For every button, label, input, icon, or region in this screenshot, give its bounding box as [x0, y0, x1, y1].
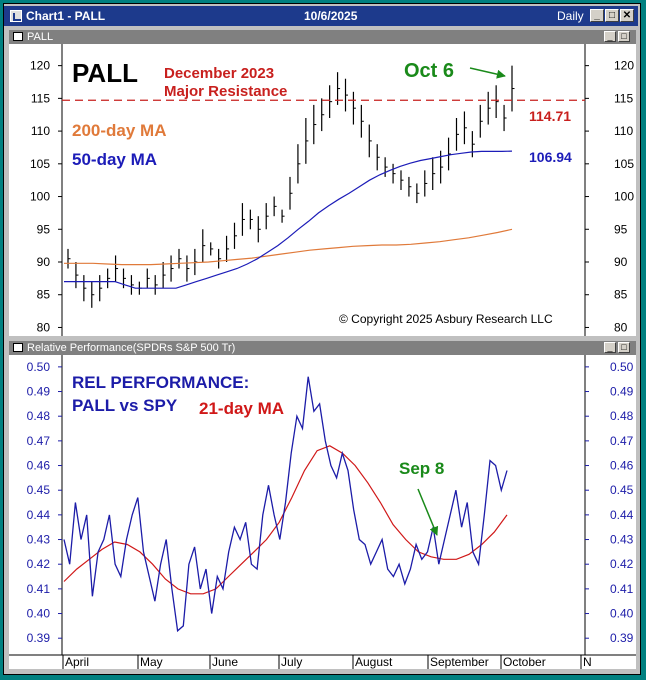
price-pane-minimize-button[interactable]: _: [604, 31, 616, 42]
price-bars: [67, 65, 515, 308]
rel-tick-label-right: 0.44: [610, 508, 634, 522]
rel-tick-label-right: 0.46: [610, 459, 634, 473]
price-pane: [9, 44, 636, 336]
x-axis-label: N: [583, 655, 592, 669]
price-tick-label-left: 100: [30, 190, 50, 204]
relperf-heading-line1: REL PERFORMANCE:: [72, 373, 249, 392]
price-tick-label-left: 115: [31, 91, 50, 105]
x-axis-label: June: [212, 655, 238, 669]
minimize-button[interactable]: _: [590, 9, 604, 22]
price-tick-label-left: 120: [30, 59, 50, 73]
window-titlebar[interactable]: Chart1 - PALL 10/6/2025 Daily _ □ ✕: [4, 6, 638, 26]
price-tick-label-left: 105: [30, 157, 50, 171]
price-tick-label-left: 85: [37, 288, 51, 302]
resistance-value-label: 114.71: [529, 108, 571, 124]
rel-tick-label-left: 0.41: [27, 582, 51, 596]
rel-tick-label-left: 0.39: [27, 631, 51, 645]
period-label: Daily: [557, 9, 584, 23]
price-tick-label-right: 115: [614, 91, 633, 105]
rel-tick-label-left: 0.44: [27, 508, 51, 522]
price-tick-label-right: 110: [614, 124, 633, 138]
price-tick-label-right: 80: [614, 320, 628, 334]
rel-ma21-line: [63, 445, 508, 595]
price-tick-label-left: 90: [37, 255, 51, 269]
x-axis-label: September: [430, 655, 489, 669]
pane-icon: [13, 32, 23, 41]
price-ticker-title: PALL: [72, 58, 138, 88]
window-title: Chart1 - PALL: [26, 9, 106, 23]
relperf-axis-ticks: 0.50 0.50 0.49 0.49 0.48 0.48 0.47 0.47 0.46 0.46…: [27, 360, 634, 645]
x-axis-strip: [9, 655, 636, 669]
ma200-line: [64, 228, 513, 266]
rel-tick-label-left: 0.48: [27, 409, 51, 423]
x-axis-label: April: [65, 655, 89, 669]
rel-tick-label-right: 0.48: [610, 409, 634, 423]
rel-ma21-label: 21-day MA: [199, 399, 284, 418]
relperf-heading-line2: PALL vs SPY: [72, 396, 178, 415]
resistance-subtitle: Major Resistance: [164, 83, 287, 100]
price-tick-label-right: 100: [614, 190, 634, 204]
chart-app-icon[interactable]: [10, 10, 22, 22]
price-tick-label-right: 105: [614, 157, 634, 171]
x-axis-label: May: [140, 655, 163, 669]
price-pane-title: PALL: [27, 31, 54, 43]
rel-tick-label-right: 0.43: [610, 533, 634, 547]
ma50-value-label: 106.94: [529, 149, 572, 165]
rel-tick-label-right: 0.42: [610, 557, 634, 571]
x-axis-labels: April May June July August September October N: [62, 655, 592, 669]
maximize-button[interactable]: □: [605, 9, 619, 22]
sep8-arrow: [417, 488, 439, 536]
copyright-text: © Copyright 2025 Asbury Research LLC: [339, 312, 553, 326]
rel-tick-label-right: 0.45: [610, 483, 634, 497]
rel-tick-label-right: 0.41: [610, 582, 634, 596]
x-axis-label: August: [355, 655, 393, 669]
relperf-pane-title: Relative Performance(SPDRs S&P 500 Tr): [27, 342, 236, 354]
rel-tick-label-right: 0.40: [610, 607, 634, 621]
rel-tick-label-left: 0.47: [27, 434, 51, 448]
price-axis-ticks: 120 120 115 115 110 110 105 105 100 100 95 95 90 90 85…: [30, 59, 634, 335]
ma50-label: 50-day MA: [72, 150, 157, 169]
relperf-pane-header[interactable]: Relative Performance(SPDRs S&P 500 Tr) _…: [9, 341, 636, 355]
rel-tick-label-left: 0.49: [27, 385, 51, 399]
sep8-label: Sep 8: [399, 459, 444, 478]
rel-tick-label-left: 0.40: [27, 607, 51, 621]
price-tick-label-left: 80: [37, 320, 51, 334]
rel-tick-label-left: 0.45: [27, 483, 51, 497]
price-pane-maximize-button[interactable]: □: [618, 31, 630, 42]
oct6-label: Oct 6: [404, 60, 454, 82]
rel-tick-label-right: 0.39: [610, 631, 634, 645]
relperf-pane-maximize-button[interactable]: □: [618, 342, 630, 353]
price-tick-label-left: 110: [31, 124, 50, 138]
x-axis-label: October: [503, 655, 546, 669]
rel-tick-label-left: 0.43: [27, 533, 51, 547]
relperf-pane: [9, 355, 636, 655]
resistance-title: December 2023: [164, 65, 274, 82]
relperf-pane-minimize-button[interactable]: _: [604, 342, 616, 353]
price-tick-label-right: 85: [614, 288, 628, 302]
ma200-label: 200-day MA: [72, 121, 166, 140]
oct6-arrow: [469, 67, 506, 79]
price-pane-header[interactable]: PALL _ □: [9, 30, 636, 44]
rel-tick-label-right: 0.50: [610, 360, 634, 374]
pane-icon: [13, 343, 23, 352]
x-axis-label: July: [281, 655, 302, 669]
price-tick-label-right: 95: [614, 222, 628, 236]
ma50-line: [64, 150, 513, 289]
close-button[interactable]: ✕: [620, 9, 634, 22]
rel-tick-label-left: 0.50: [27, 360, 51, 374]
rel-tick-label-right: 0.49: [610, 385, 634, 399]
window-date: 10/6/2025: [304, 9, 358, 23]
rel-tick-label-left: 0.46: [27, 459, 51, 473]
rel-tick-label-left: 0.42: [27, 557, 51, 571]
price-tick-label-right: 120: [614, 59, 634, 73]
rel-tick-label-right: 0.47: [610, 434, 634, 448]
price-tick-label-left: 95: [37, 222, 51, 236]
price-tick-label-right: 90: [614, 255, 628, 269]
